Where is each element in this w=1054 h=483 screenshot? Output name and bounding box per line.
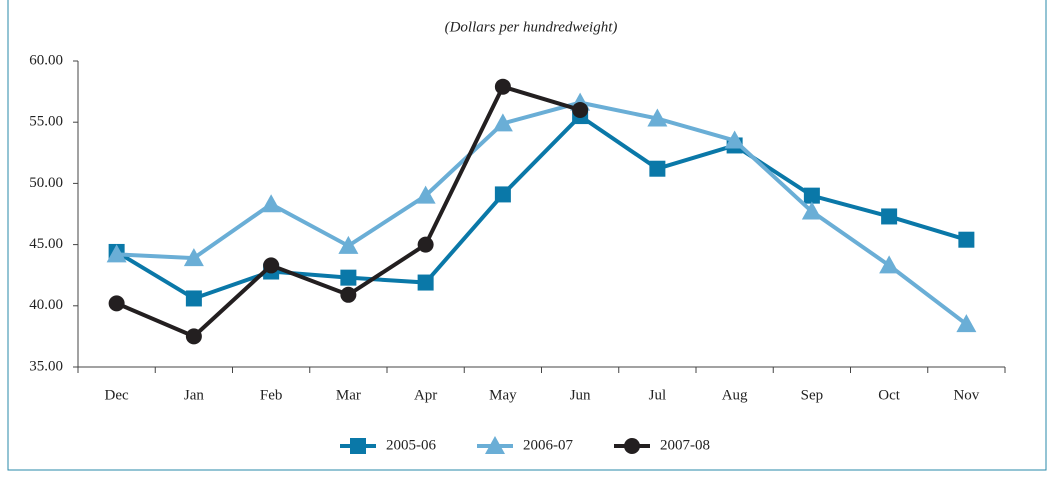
y-tick-label: 50.00 xyxy=(29,175,63,191)
x-tick-label: May xyxy=(489,387,517,403)
marker xyxy=(417,274,434,291)
x-tick-label: Oct xyxy=(878,387,900,403)
marker xyxy=(724,130,745,149)
series-line xyxy=(116,100,968,326)
marker xyxy=(803,187,820,204)
marker xyxy=(956,314,977,333)
marker xyxy=(261,194,282,213)
legend-marker xyxy=(485,436,505,454)
x-tick-label: Mar xyxy=(336,387,361,403)
x-tick-label: Jan xyxy=(184,387,204,403)
marker xyxy=(881,208,898,225)
marker xyxy=(879,255,900,274)
marker xyxy=(958,231,975,248)
legend-marker xyxy=(350,438,366,454)
marker xyxy=(263,257,280,274)
marker xyxy=(649,160,666,177)
marker xyxy=(183,248,204,267)
x-tick-label: Feb xyxy=(260,387,283,403)
legend-label: 2007-08 xyxy=(660,437,710,453)
x-tick-label: Apr xyxy=(414,387,437,403)
marker xyxy=(492,113,513,132)
frame xyxy=(7,0,1047,471)
marker xyxy=(647,108,668,127)
marker xyxy=(494,78,511,95)
x-tick-label: Aug xyxy=(722,387,748,403)
x-tick-label: Jun xyxy=(570,387,591,403)
legend-marker xyxy=(624,438,640,454)
y-tick-label: 45.00 xyxy=(29,236,63,252)
marker xyxy=(338,235,359,254)
legend-label: 2006-07 xyxy=(523,437,573,453)
marker xyxy=(801,201,822,220)
marker xyxy=(415,185,436,204)
x-tick-label: Nov xyxy=(953,387,979,403)
marker xyxy=(494,186,511,203)
y-tick-label: 60.00 xyxy=(29,52,63,68)
y-tick-label: 35.00 xyxy=(29,358,63,374)
marker xyxy=(572,101,589,118)
series-line xyxy=(115,113,967,301)
x-tick-label: Dec xyxy=(105,387,129,403)
x-tick-label: Sep xyxy=(801,387,824,403)
marker xyxy=(340,269,357,286)
marker xyxy=(108,295,125,312)
marker xyxy=(185,328,202,345)
marker xyxy=(106,244,127,263)
y-tick-label: 40.00 xyxy=(29,297,63,313)
y-tick-label: 55.00 xyxy=(29,114,63,130)
marker xyxy=(417,236,434,253)
chart-subtitle: (Dollars per hundredweight) xyxy=(445,19,618,35)
x-tick-label: Jul xyxy=(649,387,667,403)
marker xyxy=(185,290,202,307)
marker xyxy=(340,286,357,303)
legend-label: 2005-06 xyxy=(386,437,436,453)
